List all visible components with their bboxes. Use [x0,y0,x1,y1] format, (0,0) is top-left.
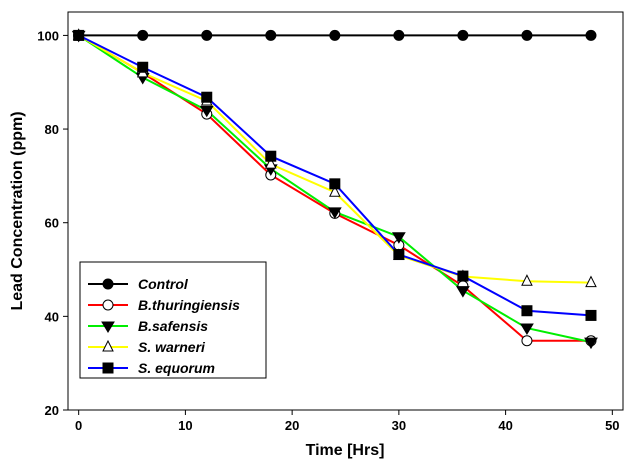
data-point [329,178,341,190]
series-markers [71,28,598,350]
data-point [137,61,149,73]
data-point [265,29,277,41]
y-tick-label: 80 [45,122,59,137]
legend: Control B.thuringiensis B.safensis S. warne… [79,261,267,379]
data-point [585,309,597,321]
y-axis-title: Lead Concentration (ppm) [9,111,26,310]
x-tick-label: 0 [75,418,82,433]
data-point [329,29,341,41]
data-point [73,29,85,41]
legend-label: B.safensis [138,318,208,334]
y-tick-label: 20 [45,403,59,418]
y-tick-label: 60 [45,216,59,231]
data-point [199,105,214,118]
data-point [456,286,470,298]
data-point [329,185,341,197]
legend-marker [102,299,114,311]
data-point [265,150,277,162]
axis-ticks: 0 10 20 30 40 50 20 40 60 80 100 [37,28,619,433]
legend-marker [102,278,114,290]
legend-label: Control [138,276,189,292]
y-tick-label: 100 [37,28,59,43]
data-point [585,275,597,288]
data-point [201,91,213,103]
legend-marker [101,321,115,333]
data-point [521,29,533,41]
legend-label: B.thuringiensis [138,297,240,313]
data-point [137,29,149,41]
data-point [521,274,533,286]
x-tick-label: 10 [178,418,192,433]
data-point [201,29,213,41]
data-point [327,207,342,219]
data-point [457,270,469,282]
data-point [520,323,534,336]
legend-label: S. equorum [138,360,215,376]
x-tick-label: 50 [605,418,619,433]
x-axis-title: Time [Hrs] [306,442,385,459]
data-point [393,29,405,41]
data-point [584,337,598,350]
legend-label: S. warneri [138,339,206,355]
data-point [264,157,277,169]
plot-frame [67,11,624,411]
data-point [521,305,533,317]
x-tick-label: 20 [285,418,299,433]
legend-marker [102,362,114,374]
data-point [457,29,469,41]
data-point [393,249,405,261]
data-point [585,29,597,41]
data-point [521,335,533,347]
data-point [391,232,406,244]
x-tick-label: 40 [498,418,512,433]
legend-marker [102,339,114,352]
y-tick-label: 40 [45,309,59,324]
x-tick-label: 30 [392,418,406,433]
